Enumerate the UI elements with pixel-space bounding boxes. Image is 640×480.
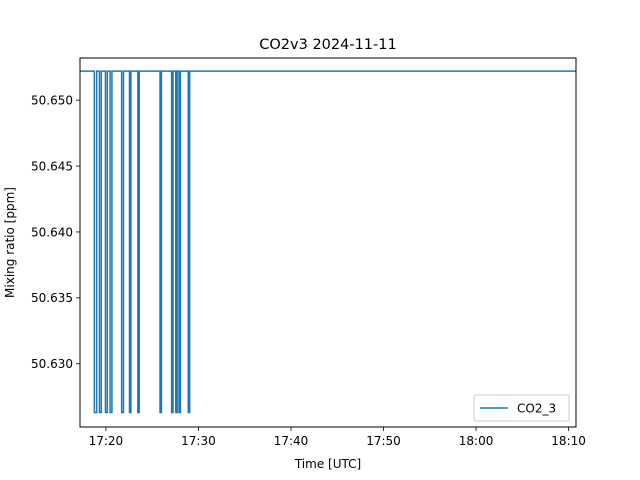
chart-title: CO2v3 2024-11-11 [259, 37, 396, 53]
y-tick-label: 50.650 [31, 93, 73, 107]
x-axis-label: Time [UTC] [294, 457, 361, 471]
plot-background [80, 58, 576, 427]
y-tick-label: 50.630 [31, 357, 73, 371]
series-line-co2-3 [80, 70, 576, 414]
y-tick-label: 50.640 [31, 225, 73, 239]
legend: CO2_3 [473, 394, 570, 422]
legend-label: CO2_3 [517, 402, 556, 416]
x-tick-label: 18:00 [459, 434, 494, 448]
x-axis-ticks: 17:20 17:30 17:40 17:50 18:00 18:10 [89, 427, 586, 448]
y-axis-ticks: 50.630 50.635 50.640 50.645 50.650 [31, 93, 80, 371]
x-tick-label: 17:20 [89, 434, 124, 448]
y-tick-label: 50.635 [31, 291, 73, 305]
plot-frame [79, 57, 577, 428]
series-layer [80, 70, 576, 414]
x-tick-label: 18:10 [551, 434, 586, 448]
x-tick-label: 17:30 [181, 434, 216, 448]
y-axis-label: Mixing ratio [ppm] [3, 187, 17, 298]
plot-area [80, 58, 576, 427]
x-tick-label: 17:50 [366, 434, 401, 448]
legend-box [473, 394, 570, 422]
y-tick-label: 50.645 [31, 159, 73, 173]
x-tick-label: 17:40 [274, 434, 309, 448]
